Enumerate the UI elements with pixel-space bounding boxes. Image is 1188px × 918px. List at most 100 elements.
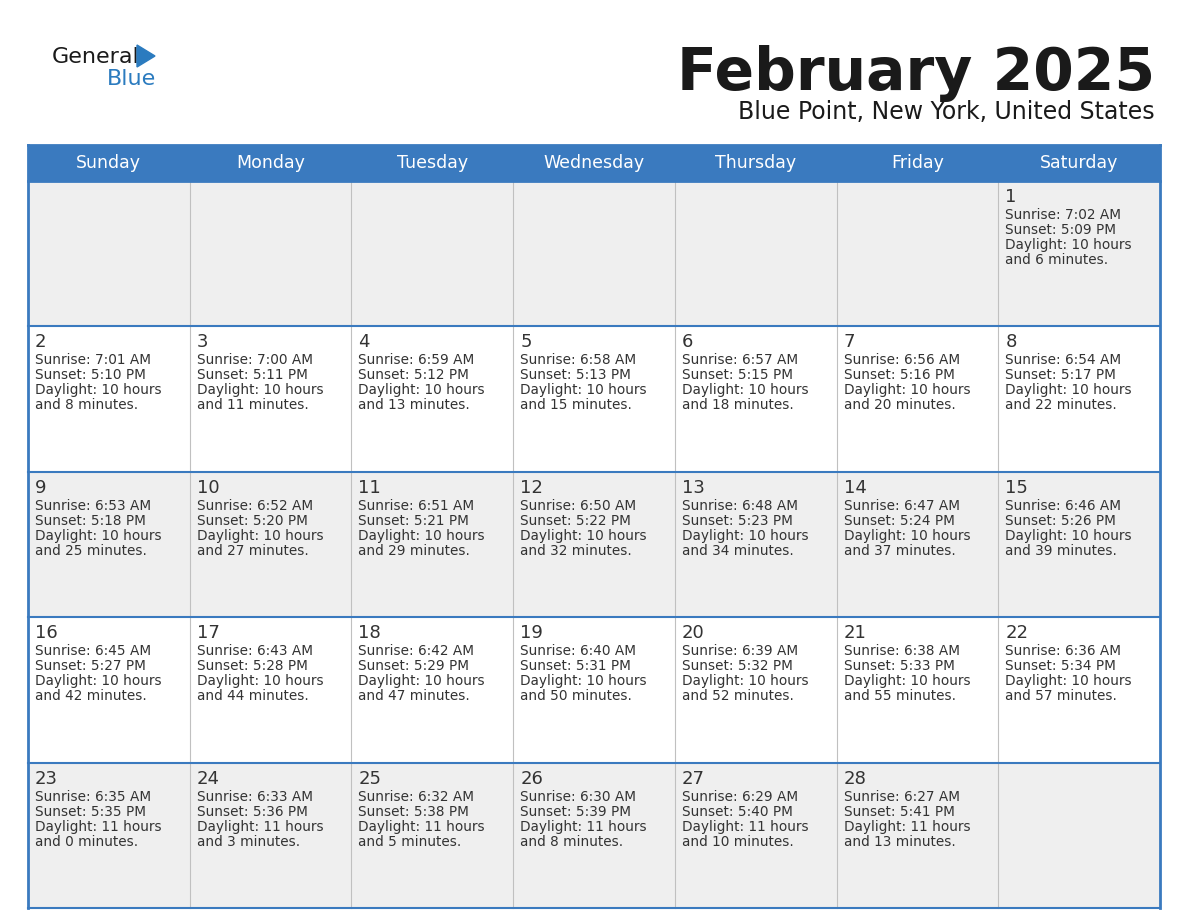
Text: and 44 minutes.: and 44 minutes.	[197, 689, 309, 703]
Text: Sunset: 5:09 PM: Sunset: 5:09 PM	[1005, 223, 1117, 237]
Text: Sunset: 5:36 PM: Sunset: 5:36 PM	[197, 804, 308, 819]
Text: 14: 14	[843, 479, 866, 497]
Text: Sunrise: 6:43 AM: Sunrise: 6:43 AM	[197, 644, 312, 658]
Text: Blue: Blue	[107, 69, 157, 89]
Text: and 25 minutes.: and 25 minutes.	[34, 543, 147, 558]
Text: Daylight: 10 hours: Daylight: 10 hours	[843, 384, 971, 397]
Text: Sunset: 5:17 PM: Sunset: 5:17 PM	[1005, 368, 1117, 383]
Text: Sunrise: 6:59 AM: Sunrise: 6:59 AM	[359, 353, 475, 367]
Text: 6: 6	[682, 333, 694, 352]
Text: Monday: Monday	[236, 154, 305, 172]
Text: Sunrise: 6:48 AM: Sunrise: 6:48 AM	[682, 498, 798, 513]
Text: and 3 minutes.: and 3 minutes.	[197, 834, 299, 848]
Text: Sunrise: 6:33 AM: Sunrise: 6:33 AM	[197, 789, 312, 803]
Text: 1: 1	[1005, 188, 1017, 206]
Text: and 37 minutes.: and 37 minutes.	[843, 543, 955, 558]
Text: and 11 minutes.: and 11 minutes.	[197, 398, 309, 412]
Text: Blue Point, New York, United States: Blue Point, New York, United States	[739, 100, 1155, 124]
Text: 25: 25	[359, 769, 381, 788]
Polygon shape	[137, 45, 154, 67]
Text: Sunrise: 6:32 AM: Sunrise: 6:32 AM	[359, 789, 474, 803]
Text: Sunset: 5:32 PM: Sunset: 5:32 PM	[682, 659, 792, 673]
Text: Sunrise: 6:35 AM: Sunrise: 6:35 AM	[34, 789, 151, 803]
Text: Daylight: 11 hours: Daylight: 11 hours	[34, 820, 162, 834]
Text: and 50 minutes.: and 50 minutes.	[520, 689, 632, 703]
Bar	[29, 327, 1159, 472]
Text: Sunset: 5:28 PM: Sunset: 5:28 PM	[197, 659, 308, 673]
Text: and 18 minutes.: and 18 minutes.	[682, 398, 794, 412]
Text: 21: 21	[843, 624, 866, 643]
Text: Sunrise: 6:53 AM: Sunrise: 6:53 AM	[34, 498, 151, 513]
Text: Daylight: 10 hours: Daylight: 10 hours	[34, 384, 162, 397]
Text: Sunrise: 6:36 AM: Sunrise: 6:36 AM	[1005, 644, 1121, 658]
Text: Daylight: 10 hours: Daylight: 10 hours	[843, 529, 971, 543]
Text: Thursday: Thursday	[715, 154, 796, 172]
Text: and 47 minutes.: and 47 minutes.	[359, 689, 470, 703]
Text: Daylight: 10 hours: Daylight: 10 hours	[682, 674, 809, 688]
Text: 16: 16	[34, 624, 58, 643]
Text: Sunrise: 6:58 AM: Sunrise: 6:58 AM	[520, 353, 637, 367]
Text: Daylight: 10 hours: Daylight: 10 hours	[1005, 238, 1132, 252]
Text: Sunrise: 6:42 AM: Sunrise: 6:42 AM	[359, 644, 474, 658]
Text: Sunrise: 7:00 AM: Sunrise: 7:00 AM	[197, 353, 312, 367]
Text: Sunrise: 6:57 AM: Sunrise: 6:57 AM	[682, 353, 798, 367]
Text: Friday: Friday	[891, 154, 944, 172]
Text: Daylight: 10 hours: Daylight: 10 hours	[682, 384, 809, 397]
Text: and 20 minutes.: and 20 minutes.	[843, 398, 955, 412]
Text: 11: 11	[359, 479, 381, 497]
Text: Sunset: 5:23 PM: Sunset: 5:23 PM	[682, 514, 792, 528]
Text: Daylight: 10 hours: Daylight: 10 hours	[359, 529, 485, 543]
Text: Daylight: 11 hours: Daylight: 11 hours	[359, 820, 485, 834]
Text: and 52 minutes.: and 52 minutes.	[682, 689, 794, 703]
Text: Sunset: 5:11 PM: Sunset: 5:11 PM	[197, 368, 308, 383]
Text: and 6 minutes.: and 6 minutes.	[1005, 253, 1108, 267]
Text: 5: 5	[520, 333, 532, 352]
Text: Daylight: 10 hours: Daylight: 10 hours	[359, 384, 485, 397]
Text: and 32 minutes.: and 32 minutes.	[520, 543, 632, 558]
Text: Daylight: 10 hours: Daylight: 10 hours	[520, 384, 646, 397]
Text: Sunset: 5:38 PM: Sunset: 5:38 PM	[359, 804, 469, 819]
Text: Daylight: 10 hours: Daylight: 10 hours	[520, 674, 646, 688]
Text: and 13 minutes.: and 13 minutes.	[359, 398, 470, 412]
Text: 2: 2	[34, 333, 46, 352]
Text: Sunset: 5:41 PM: Sunset: 5:41 PM	[843, 804, 954, 819]
Text: Daylight: 10 hours: Daylight: 10 hours	[843, 674, 971, 688]
Text: Sunset: 5:29 PM: Sunset: 5:29 PM	[359, 659, 469, 673]
Text: 8: 8	[1005, 333, 1017, 352]
Text: 24: 24	[197, 769, 220, 788]
Text: Sunset: 5:18 PM: Sunset: 5:18 PM	[34, 514, 146, 528]
Text: Sunset: 5:31 PM: Sunset: 5:31 PM	[520, 659, 631, 673]
Text: Daylight: 11 hours: Daylight: 11 hours	[843, 820, 971, 834]
Text: and 22 minutes.: and 22 minutes.	[1005, 398, 1117, 412]
Text: Sunrise: 6:30 AM: Sunrise: 6:30 AM	[520, 789, 636, 803]
Text: Sunset: 5:20 PM: Sunset: 5:20 PM	[197, 514, 308, 528]
Text: 26: 26	[520, 769, 543, 788]
Bar	[29, 472, 1159, 617]
Text: Sunrise: 6:46 AM: Sunrise: 6:46 AM	[1005, 498, 1121, 513]
Text: and 55 minutes.: and 55 minutes.	[843, 689, 955, 703]
Bar	[29, 181, 1159, 327]
Text: Sunset: 5:35 PM: Sunset: 5:35 PM	[34, 804, 146, 819]
Text: and 34 minutes.: and 34 minutes.	[682, 543, 794, 558]
Text: Sunday: Sunday	[76, 154, 141, 172]
Text: Sunset: 5:33 PM: Sunset: 5:33 PM	[843, 659, 954, 673]
Text: Sunrise: 6:50 AM: Sunrise: 6:50 AM	[520, 498, 637, 513]
Text: Sunset: 5:10 PM: Sunset: 5:10 PM	[34, 368, 146, 383]
Text: Sunset: 5:40 PM: Sunset: 5:40 PM	[682, 804, 792, 819]
Text: Sunrise: 6:47 AM: Sunrise: 6:47 AM	[843, 498, 960, 513]
Bar	[29, 145, 1159, 181]
Text: Daylight: 10 hours: Daylight: 10 hours	[682, 529, 809, 543]
Text: Sunrise: 6:39 AM: Sunrise: 6:39 AM	[682, 644, 798, 658]
Text: Daylight: 10 hours: Daylight: 10 hours	[1005, 529, 1132, 543]
Text: Sunset: 5:26 PM: Sunset: 5:26 PM	[1005, 514, 1117, 528]
Text: Sunset: 5:13 PM: Sunset: 5:13 PM	[520, 368, 631, 383]
Text: 20: 20	[682, 624, 704, 643]
Text: Sunrise: 6:52 AM: Sunrise: 6:52 AM	[197, 498, 312, 513]
Text: Sunset: 5:16 PM: Sunset: 5:16 PM	[843, 368, 954, 383]
Text: Sunrise: 7:02 AM: Sunrise: 7:02 AM	[1005, 208, 1121, 222]
Text: and 13 minutes.: and 13 minutes.	[843, 834, 955, 848]
Text: Sunrise: 7:01 AM: Sunrise: 7:01 AM	[34, 353, 151, 367]
Text: 22: 22	[1005, 624, 1029, 643]
Text: 17: 17	[197, 624, 220, 643]
Text: Daylight: 10 hours: Daylight: 10 hours	[197, 674, 323, 688]
